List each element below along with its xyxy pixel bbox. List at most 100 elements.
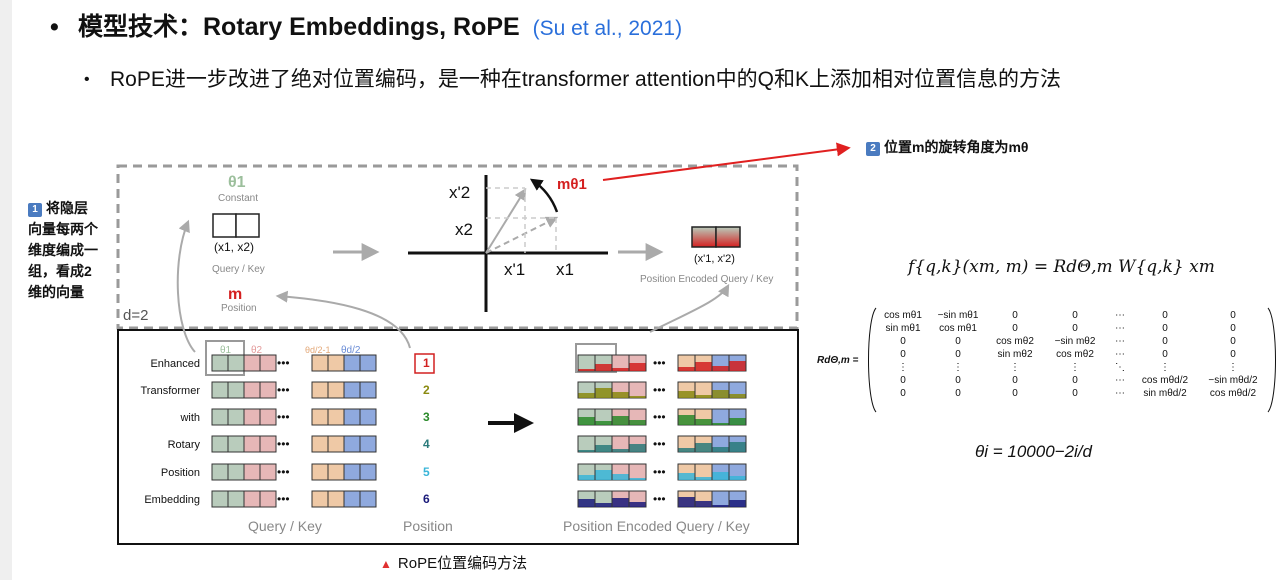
callout-group-dimensions: 1 将隐层 向量每两个 维度编成一 组，看成2 维的向量 (28, 198, 118, 303)
query-key-cell (227, 381, 245, 399)
matrix-cell: 0 (955, 388, 961, 399)
matrix-cell: −sin mθd/2 (1208, 375, 1258, 386)
encoded-tint (712, 366, 729, 371)
encoded-tint (629, 478, 646, 480)
encoded-tint (729, 361, 746, 371)
axis-x2-prime: x'2 (449, 183, 470, 202)
encoded-tint (729, 418, 746, 425)
matrix-cell: ⋮ (1070, 362, 1080, 373)
figure-caption: ▲ RoPE位置编码方法 (380, 552, 527, 573)
encoded-tint (629, 396, 646, 398)
rotation-matrix: cos mθ1 −sin mθ1 0 0 ⋯ 0 0 sin mθ1 cos mθ1 0 0 ⋯ 0 0 0… (884, 310, 1258, 399)
matrix-cell: ⋮ (1160, 362, 1170, 373)
callout-number-badge: 1 (28, 203, 42, 217)
position-number: 1 (423, 356, 430, 370)
header-theta: θd/2 (341, 345, 361, 356)
encoded-tint (578, 417, 595, 425)
ellipsis-dots: ••• (277, 383, 290, 397)
pair-label: (x1, x2) (214, 240, 254, 254)
query-key-cell (259, 435, 277, 453)
encoded-tint (595, 364, 612, 371)
f-equation: f{q,k}(xm, m) = RdΘ,m W{q,k} xm (906, 257, 1215, 277)
encoded-tint (612, 474, 629, 480)
encoded-tint (729, 442, 746, 452)
query-key-cell (327, 463, 345, 481)
callout-rotation-angle: 2 位置m的旋转角度为mθ (866, 137, 1028, 158)
query-key-cell (259, 490, 277, 508)
query-key-cell (227, 408, 245, 426)
query-key-cell (343, 490, 361, 508)
query-key-cell (311, 408, 329, 426)
ellipsis-dots: ••• (653, 410, 666, 424)
encoded-tint (595, 445, 612, 452)
encoded-cell (577, 354, 596, 372)
position-number: 2 (423, 383, 430, 397)
encoded-tint (612, 449, 629, 452)
query-key-cell (311, 435, 329, 453)
query-key-cell (259, 408, 277, 426)
matrix-cell: 0 (900, 388, 906, 399)
query-key-cell (243, 354, 261, 372)
matrix-cell: 0 (1162, 323, 1168, 334)
matrix-cell: sin mθ1 (885, 323, 920, 334)
encoded-tint (678, 473, 695, 480)
matrix-cell: 0 (1230, 323, 1236, 334)
query-key-cell (343, 381, 361, 399)
encoded-tint (695, 501, 712, 507)
encoded-tint (712, 505, 729, 507)
query-key-cell (259, 354, 277, 372)
word-label: Transformer (141, 385, 201, 397)
matrix-cell: ⋯ (1115, 349, 1125, 360)
query-key-cell (211, 435, 229, 453)
axis-x2: x2 (455, 220, 473, 239)
encoded-tint (629, 502, 646, 507)
matrix-cell: cos mθ2 (1056, 349, 1094, 360)
matrix-cell: 0 (1072, 388, 1078, 399)
word-label: Enhanced (150, 358, 200, 370)
title-bullet: • (50, 13, 59, 41)
subtitle-text: RoPE进一步改进了绝对位置编码，是一种在transformer attenti… (110, 68, 1061, 91)
query-key-cell (359, 408, 377, 426)
caption-marker: ▲ (380, 557, 392, 571)
encoded-tint (729, 500, 746, 507)
query-key-cell (259, 381, 277, 399)
matrix-cell: cos mθ1 (939, 323, 977, 334)
ellipsis-dots: ••• (653, 465, 666, 479)
matrix-cell: −sin mθ1 (938, 310, 979, 321)
matrix-cell: 0 (1012, 388, 1018, 399)
query-key-cell (227, 463, 245, 481)
matrix-cell: 0 (1162, 349, 1168, 360)
matrix-cell: 0 (955, 375, 961, 386)
query-key-cell (343, 435, 361, 453)
bottom-label-encoded: Position Encoded Query / Key (563, 518, 750, 534)
encoded-tint (612, 368, 629, 371)
encoded-cell (711, 408, 730, 426)
query-key-cell (227, 435, 245, 453)
matrix-cell: ⋮ (953, 362, 963, 373)
encoded-tint (695, 362, 712, 371)
query-key-cell (243, 435, 261, 453)
matrix-cell: 0 (1162, 310, 1168, 321)
matrix-cell: 0 (900, 349, 906, 360)
encoded-tint (612, 392, 629, 398)
ellipsis-dots: ••• (277, 410, 290, 424)
encoded-label-top: Position Encoded Query / Key (640, 274, 773, 285)
matrix-cell: 0 (1072, 323, 1078, 334)
encoded-tint (578, 369, 595, 371)
position-number: 6 (423, 492, 430, 506)
theta1-label: θ1 (228, 174, 246, 191)
ellipsis-dots: ••• (653, 437, 666, 451)
citation-link[interactable]: (Su et al., 2021) (532, 17, 683, 40)
query-key-cell (211, 381, 229, 399)
query-key-cell (227, 490, 245, 508)
ellipsis-dots: ••• (653, 492, 666, 506)
encoded-cell (577, 435, 596, 453)
constant-label: Constant (218, 193, 258, 204)
encoded-tint (595, 421, 612, 425)
matrix-cell: sin mθ2 (997, 349, 1032, 360)
query-key-cell (359, 435, 377, 453)
encoded-tint (678, 391, 695, 398)
encoded-tint (695, 419, 712, 425)
query-key-cell (243, 381, 261, 399)
matrix-cell: ⋮ (1228, 362, 1238, 373)
